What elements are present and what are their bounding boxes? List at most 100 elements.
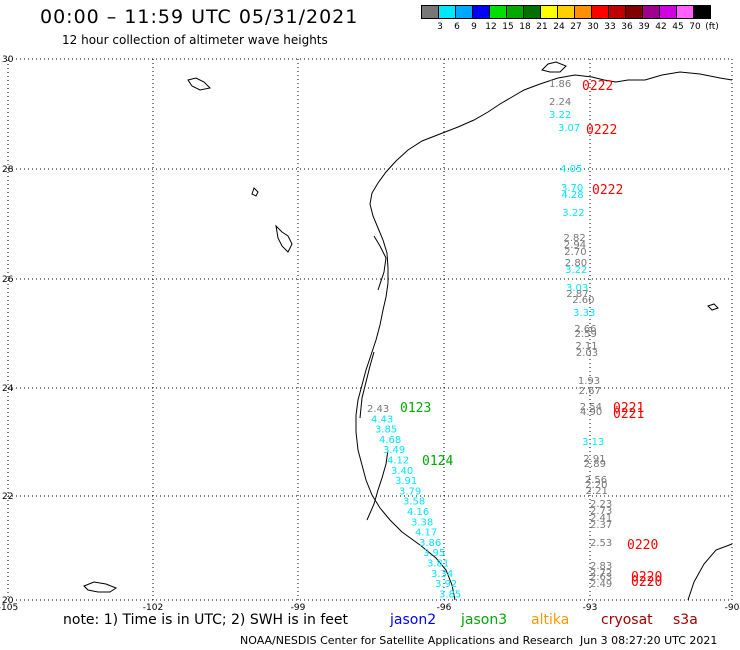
scale-label: 9 [471,22,477,32]
wave-height-label: 2.82 [564,233,586,244]
wave-height-label: 2.56 [585,475,607,486]
wave-height-label: 2.24 [549,97,571,108]
inland-lakes [83,61,719,593]
pass-time-label: 0221 [613,407,644,422]
wave-height-label: 2.03 [576,348,598,359]
wave-height-label: 3.40 [391,466,413,477]
legend-jason3: jason3 [461,612,508,628]
lat-label: 26 [2,275,14,285]
wave-height-label: 1.86 [549,79,571,90]
longitude-labels: -105 -102 -99 -96 -93 -90 [0,603,740,613]
map-subtitle: 12 hour collection of altimeter wave hei… [62,33,328,47]
wave-height-label: 1.93 [578,376,600,387]
wave-height-label: 2.73 [590,506,612,517]
wave-height-label: 3.03 [566,283,588,294]
wave-height-label: 2.37 [590,520,612,531]
wave-height-label: 3.85 [439,589,461,600]
wave-height-label: 2.72 [590,568,612,579]
legend-jason2: jason2 [390,612,437,628]
wave-height-label: 3.70 [561,183,583,194]
wave-height-label: 2.43 [367,404,389,415]
wave-height-label: 4.43 [371,414,393,425]
wave-height-label: 3.92 [435,579,457,590]
lon-label: -93 [583,603,598,613]
map-frame [7,58,733,601]
wave-height-label: 3.13 [582,437,604,448]
scale-label: 12 [485,22,497,32]
wave-height-label: 3.07 [558,123,580,134]
lat-label: 20 [2,596,14,606]
coastline [355,71,733,601]
legend-cryosat: cryosat [601,612,653,628]
scale-label: 18 [519,22,531,32]
wave-height-label: 4.68 [379,435,401,446]
wave-height-label: 2.54 [580,402,602,413]
scale-label: 36 [621,22,633,32]
gulf-coastline [355,71,733,601]
wave-height-label: 2.89 [584,459,606,470]
wave-height-label: 3.86 [419,538,441,549]
wave-height-label: 3.85 [375,425,397,436]
barrier-island [359,351,375,419]
scale-label: 6 [454,22,460,32]
lon-label: -102 [143,603,163,613]
lon-label: -105 [0,603,18,613]
lat-label: 30 [2,55,14,65]
wave-height-label: 3.58 [403,497,425,508]
legend-s3a: s3a [673,612,698,628]
lat-label: 28 [2,165,14,175]
pass-time-label: 0220 [627,538,658,553]
wave-height-label: 3.33 [573,308,595,319]
wave-height-label: 3.95 [423,548,445,559]
lon-label: -99 [291,603,306,613]
lake-outline [541,61,567,73]
legend-altika: altika [531,612,570,628]
wave-height-label: 2.53 [590,538,612,549]
scale-label: 42 [655,22,667,32]
wave-height-label: 2.41 [590,513,612,524]
wave-height-label: 2.70 [564,247,586,258]
wave-height-label: 4.16 [407,507,429,518]
wave-height-label: 2.80 [565,258,587,269]
wave-height-label: 3.38 [411,517,433,528]
wave-height-label: 2.23 [590,499,612,510]
wave-height-label: 4.12 [387,456,409,467]
scale-label: 45 [672,22,684,32]
wave-height-label: 2.66 [574,324,596,335]
lat-label: 22 [2,492,13,502]
lon-label: -96 [437,603,452,613]
wave-height-label: 3.91 [395,476,417,487]
wave-height-label: 2.59 [575,329,597,340]
pass-time-label: 0124 [422,454,453,469]
pass-time-label: 0123 [400,401,431,416]
wave-height-label: 2.20 [585,480,607,491]
wave-height-label: 3.22 [565,265,587,276]
island-outline [83,581,118,593]
bay-outline [373,235,387,291]
scale-label: 39 [638,22,650,32]
wave-height-label: 2.94 [564,240,586,251]
wave-height-label: 3.22 [549,110,571,121]
scale-label: 24 [553,22,565,32]
map-title: 00:00 – 11:59 UTC 05/31/2021 [40,6,359,28]
wave-height-label: 2.87 [566,289,588,300]
scale-label: (ft) [705,22,719,32]
pass-time-label: 0220 [631,570,662,585]
scale-label: 3 [437,22,443,32]
wave-height-label: 4.17 [415,528,437,539]
scale-label: 30 [587,22,599,32]
pass-time-label: 0222 [582,79,613,94]
wave-height-label: 3.81 [427,559,449,570]
lon-label: -90 [725,603,740,613]
wave-height-label: 2.60 [572,295,594,306]
west-track-labels: 2.434.433.854.683.494.123.403.913.793.58… [367,404,461,600]
color-scale-labels: 3 6 9 12 15 18 21 24 27 30 33 36 39 42 45 70 (ft) [422,22,732,34]
lat-label: 24 [2,384,14,394]
wave-height-label: 4.90 [580,407,602,418]
scale-label: 27 [570,22,582,32]
wave-height-label: 3.34 [431,569,453,580]
scale-label: 70 [689,22,701,32]
scale-label: 15 [502,22,514,32]
yucatan-coast [687,543,733,601]
